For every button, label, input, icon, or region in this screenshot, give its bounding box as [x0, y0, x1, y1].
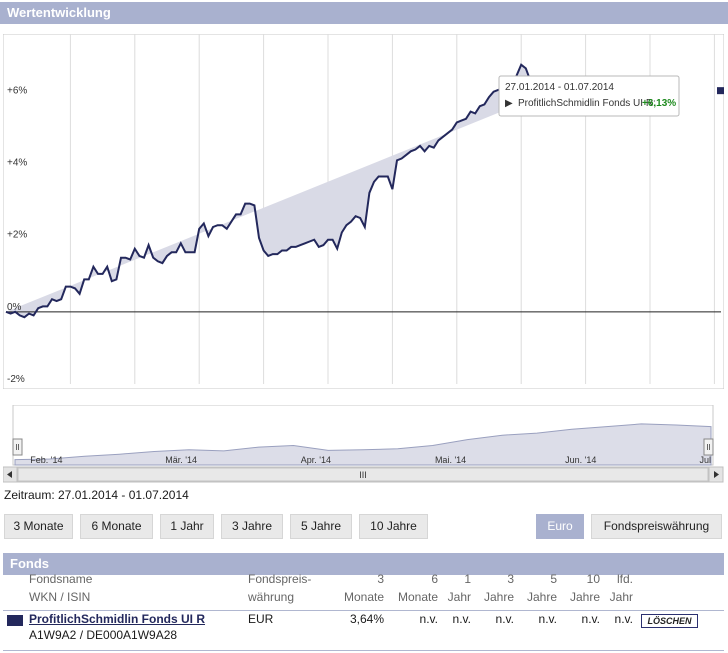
- delete-button[interactable]: LÖSCHEN: [641, 614, 698, 628]
- fund-perf-3y: n.v.: [495, 612, 514, 626]
- header-fondsname-label: Fondsname: [29, 572, 93, 586]
- tooltip-range: 27.01.2014 - 01.07.2014: [505, 82, 614, 93]
- header-3-jahre-unit: Jahre: [483, 590, 514, 604]
- header-5-jahre-number: 5: [550, 572, 557, 586]
- navigator-tick-label: Jul: [699, 455, 711, 465]
- y-tick-label: -2%: [7, 374, 25, 385]
- button-6-monate[interactable]: 6 Monate: [80, 514, 153, 539]
- table-header-divider: [3, 610, 724, 611]
- navigator-area: [14, 423, 712, 466]
- fund-currency: EUR: [248, 612, 274, 626]
- button-euro[interactable]: Euro: [536, 514, 584, 539]
- fund-isin: A1W9A2 / DE000A1W9A28: [29, 628, 178, 642]
- header-fondsname: Fondsname WKN / ISIN: [29, 570, 92, 606]
- y-tick-label: 0%: [7, 302, 22, 313]
- fund-name-link[interactable]: ProfitlichSchmidlin Fonds UI R: [29, 612, 206, 626]
- navigator-tick-label: Mai. '14: [435, 455, 466, 465]
- scrollbar-thumb[interactable]: [17, 467, 709, 482]
- header-10-jahre: 10 Jahre: [563, 570, 600, 606]
- navigator-tick-label: Feb. '14: [30, 455, 62, 465]
- tooltip-arrow-icon: ▶: [505, 98, 513, 109]
- y-tick-label: +4%: [7, 158, 27, 169]
- header-currency-label-2: währung: [248, 590, 295, 604]
- header-lfd-unit: Jahr: [609, 590, 633, 604]
- header-3-monate-unit: Monate: [343, 590, 384, 604]
- navigator-tick-label: Apr. '14: [301, 455, 331, 465]
- tooltip-series: ProfitlichSchmidlin Fonds UI R:: [518, 98, 656, 109]
- header-3-jahre-number: 3: [507, 572, 514, 586]
- header-1-jahr-number: 1: [464, 572, 471, 586]
- header-currency: Fondspreis- währung: [248, 570, 311, 606]
- navigator-tick-label: Jun. '14: [565, 455, 596, 465]
- header-6-monate-unit: Monate: [397, 590, 438, 604]
- header-3-jahre: 3 Jahre: [477, 570, 514, 606]
- button-1-jahr[interactable]: 1 Jahr: [160, 514, 214, 539]
- fund-perf-10y: n.v.: [581, 612, 600, 626]
- range-navigator[interactable]: Feb. '14 Mär. '14 Apr. '14 Mai. '14 Jun. '14…: [3, 405, 724, 483]
- button-10-jahre[interactable]: 10 Jahre: [359, 514, 428, 539]
- navigator-left-handle[interactable]: [12, 438, 23, 456]
- tooltip-value: +6,13%: [642, 98, 676, 109]
- series-end-marker: [717, 87, 724, 95]
- header-5-jahre: 5 Jahre: [520, 570, 557, 606]
- button-3-monate[interactable]: 3 Monate: [4, 514, 73, 539]
- fund-perf-6m: n.v.: [419, 612, 438, 626]
- series-color-swatch: [7, 615, 23, 626]
- header-3-monate-number: 3: [377, 572, 384, 586]
- navigator-tick-label: Mär. '14: [165, 455, 197, 465]
- tooltip: 27.01.2014 - 01.07.2014 ▶ ProfitlichSchm…: [498, 75, 680, 117]
- header-10-jahre-unit: Jahre: [569, 590, 600, 604]
- header-10-jahre-number: 10: [586, 572, 600, 586]
- arrow-left-icon: [7, 471, 12, 478]
- header-1-jahr-unit: Jahr: [447, 590, 471, 604]
- fund-perf-1y: n.v.: [452, 612, 471, 626]
- header-6-monate: 6 Monate: [393, 570, 438, 606]
- section-title-wertentwicklung: Wertentwicklung: [0, 2, 728, 24]
- header-3-monate: 3 Monate: [330, 570, 384, 606]
- performance-line: [5, 63, 555, 319]
- fund-perf-3m: 3,64%: [349, 612, 384, 626]
- y-tick-label: +6%: [7, 85, 27, 96]
- header-lfd-jahr: lfd. Jahr: [605, 570, 633, 606]
- fund-perf-5y: n.v.: [538, 612, 557, 626]
- header-wkn-isin-label: WKN / ISIN: [29, 590, 91, 604]
- fund-perf-ytd: n.v.: [614, 612, 633, 626]
- navigator-right-handle[interactable]: [703, 438, 714, 456]
- header-currency-label-1: Fondspreis-: [248, 572, 312, 586]
- zeitraum-label: Zeitraum: 27.01.2014 - 01.07.2014: [4, 488, 189, 502]
- performance-chart: +6%+4%+2%0%-2% 10. Feb.24. Feb.10. Mär.2…: [3, 34, 724, 389]
- scrollbar-grip-icon: III: [359, 470, 367, 480]
- header-1-jahr: 1 Jahr: [441, 570, 471, 606]
- arrow-right-icon: [714, 471, 719, 478]
- section-title-fonds: Fonds: [3, 553, 724, 575]
- button-fondspreiswaehrung[interactable]: Fondspreiswährung: [591, 514, 722, 539]
- header-5-jahre-unit: Jahre: [526, 590, 557, 604]
- header-lfd-label: lfd.: [616, 572, 633, 586]
- button-5-jahre[interactable]: 5 Jahre: [290, 514, 352, 539]
- table-bottom-divider: [3, 650, 724, 651]
- header-6-monate-number: 6: [431, 572, 438, 586]
- button-3-jahre[interactable]: 3 Jahre: [221, 514, 283, 539]
- y-tick-label: +2%: [7, 230, 27, 241]
